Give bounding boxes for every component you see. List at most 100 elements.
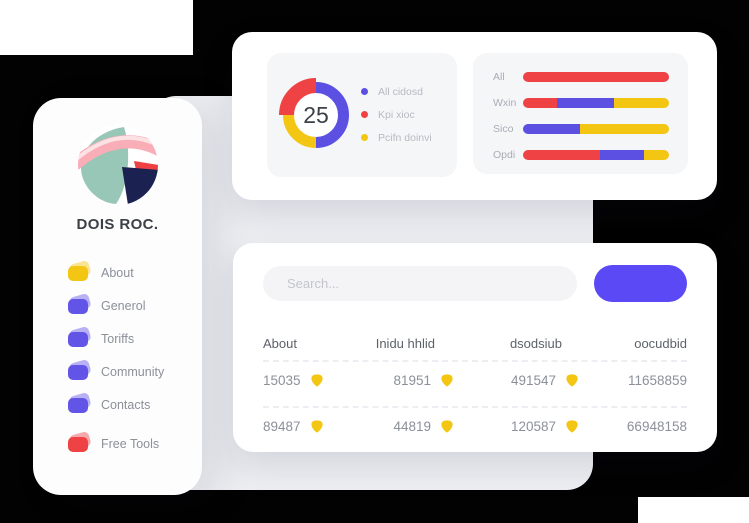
table-header-row: About Inidu hhlid dsodsiub oocudbid — [263, 334, 687, 352]
donut-chart-panel: 25 All cidosd Kpi xioc Pcifn doinvi — [267, 53, 457, 177]
shield-icon — [310, 373, 323, 387]
search-row — [263, 265, 687, 302]
table-cell: 89487 — [263, 419, 353, 434]
cell-value: 15035 — [263, 372, 301, 388]
table-header: About — [263, 335, 297, 351]
sidebar-item-label: Toriffs — [101, 332, 135, 346]
table-row: 15035 81951 491547 11658859 — [263, 362, 687, 398]
bar-row: Opdi — [493, 149, 688, 161]
legend-item: All cidosd — [361, 80, 432, 103]
stacked-bar — [523, 72, 669, 82]
table-cell: 81951 — [353, 373, 453, 388]
table-row: 89487 44819 120587 66948158 — [263, 408, 687, 444]
cell-value: 491547 — [510, 372, 556, 388]
legend-item: Kpi xioc — [361, 103, 432, 126]
cell-value: 120587 — [510, 418, 556, 434]
donut-segment — [283, 114, 317, 148]
community-blob-icon — [68, 364, 88, 380]
bar-row: All — [493, 71, 688, 83]
cell-value: 66948158 — [626, 418, 687, 434]
bar-segment — [523, 98, 557, 108]
sidebar-item-label: Generol — [101, 299, 146, 313]
legend-item: Pcifn doinvi — [361, 126, 432, 149]
bar-row-label: Wxin — [493, 97, 517, 109]
bar-segment — [613, 98, 669, 108]
table-header: Inidu hhlid — [375, 335, 435, 351]
table-cell: 44819 — [353, 419, 453, 434]
legend-label: Kpi xioc — [378, 108, 415, 121]
contacts-blob-icon — [68, 397, 88, 413]
cell-value: 81951 — [393, 372, 431, 388]
sidebar: DOIS ROC. About Generol Toriffs Communit… — [33, 98, 202, 495]
sidebar-item-label: Free Tools — [101, 437, 160, 451]
background-shape-bottom-right — [638, 497, 749, 523]
bar-segment — [644, 150, 669, 160]
dashed-divider — [263, 406, 687, 408]
about-blob-icon — [68, 265, 88, 281]
primary-action-button[interactable] — [594, 265, 687, 302]
shield-icon — [310, 419, 323, 433]
donut-center-value: 25 — [303, 101, 329, 128]
legend-label: All cidosd — [378, 85, 423, 98]
sidebar-item-label: About — [101, 266, 134, 280]
legend-dot-icon — [361, 134, 368, 141]
bar-segment — [523, 72, 669, 82]
free-tools-blob-icon — [68, 436, 88, 452]
donut-hole — [293, 92, 339, 138]
sidebar-item-generol[interactable]: Generol — [68, 294, 202, 318]
donut-segment — [279, 78, 317, 116]
sidebar-nav: About Generol Toriffs Community Contacts… — [68, 261, 202, 456]
shield-icon — [566, 373, 578, 387]
sidebar-item-toriffs[interactable]: Toriffs — [68, 327, 202, 351]
sidebar-item-free-tools[interactable]: Free Tools — [68, 432, 202, 456]
sidebar-item-community[interactable]: Community — [68, 360, 202, 384]
shield-icon — [441, 373, 453, 387]
table-cell: 491547 — [453, 373, 578, 388]
donut-segment — [315, 82, 349, 148]
sidebar-item-label: Contacts — [101, 398, 151, 412]
bar-segment — [523, 124, 580, 134]
table-header: dsodsiub — [509, 335, 562, 351]
stacked-bar — [523, 124, 669, 134]
cell-value: 89487 — [263, 418, 301, 434]
sidebar-item-about[interactable]: About — [68, 261, 202, 285]
bar-chart-panel: All Wxin Sico Opdi — [473, 53, 688, 174]
brand-title: DOIS ROC. — [76, 216, 159, 233]
generol-blob-icon — [68, 298, 88, 314]
bar-row-label: Opdi — [493, 149, 516, 161]
legend-dot-icon — [361, 88, 368, 95]
legend-label: Pcifn doinvi — [378, 131, 432, 144]
sidebar-item-contacts[interactable]: Contacts — [68, 393, 202, 417]
table-header: oocudbid — [634, 335, 687, 351]
charts-card: 25 All cidosd Kpi xioc Pcifn doinvi All W… — [232, 32, 717, 200]
table-cell: 11658859 — [578, 373, 687, 388]
cell-value: 44819 — [393, 418, 431, 434]
dashed-divider — [263, 360, 687, 362]
search-input[interactable] — [263, 266, 577, 301]
toriffs-blob-icon — [68, 331, 88, 347]
bar-row: Wxin — [493, 97, 688, 109]
sidebar-item-label: Community — [101, 365, 165, 379]
bar-row-label: Sico — [493, 123, 514, 135]
donut-chart: 25 — [274, 73, 358, 157]
bar-segment — [556, 98, 614, 108]
table-cell: 66948158 — [578, 419, 687, 434]
table-cell: 15035 — [263, 373, 353, 388]
bar-row-label: All — [493, 71, 505, 83]
shield-icon — [566, 419, 578, 433]
bar-segment — [523, 150, 601, 160]
background-shape-top-left — [0, 0, 193, 55]
table-card: About Inidu hhlid dsodsiub oocudbid 1503… — [233, 243, 717, 452]
shield-icon — [441, 419, 453, 433]
bar-segment — [579, 124, 669, 134]
stacked-bar — [523, 150, 669, 160]
data-table: About Inidu hhlid dsodsiub oocudbid 1503… — [263, 334, 687, 444]
stacked-bar — [523, 98, 669, 108]
bar-row: Sico — [493, 123, 688, 135]
legend-dot-icon — [361, 111, 368, 118]
cell-value: 11658859 — [627, 372, 687, 388]
table-cell: 120587 — [453, 419, 578, 434]
bar-segment — [600, 150, 645, 160]
donut-legend: All cidosd Kpi xioc Pcifn doinvi — [361, 80, 432, 149]
